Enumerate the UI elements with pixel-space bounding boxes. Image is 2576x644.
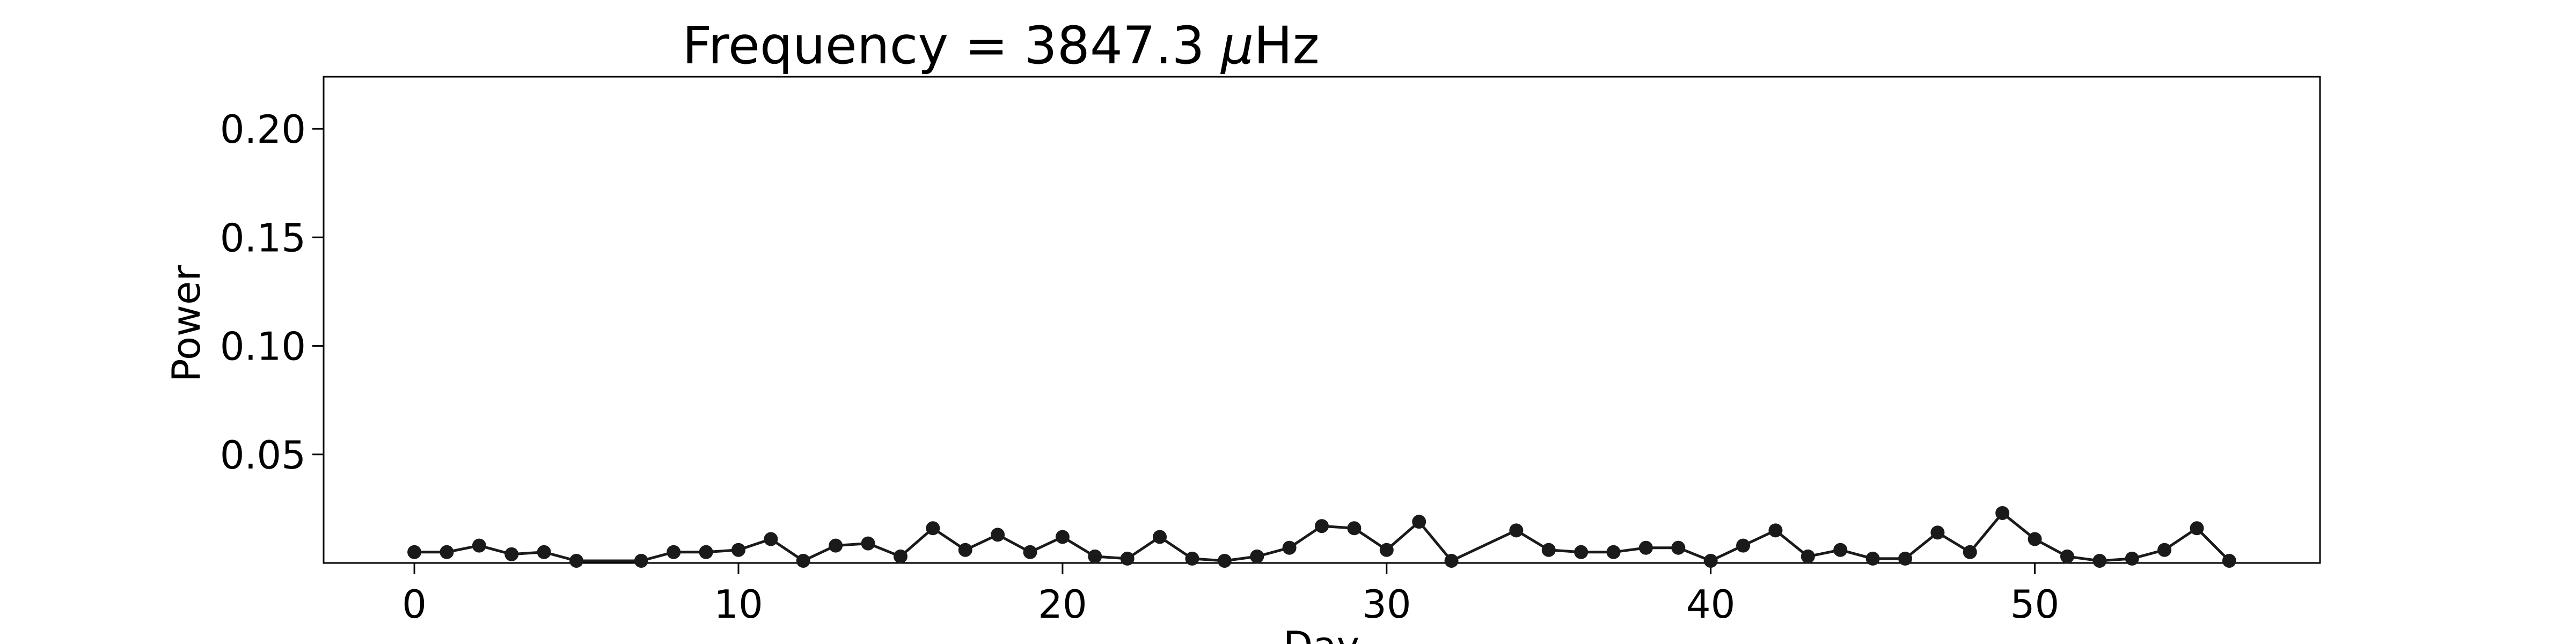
chart-title-suffix: Hz [1254,16,1320,76]
data-point [1995,506,2010,520]
data-point [1606,545,1621,559]
x-axis-label: Day [1283,623,1359,644]
data-point [829,538,843,553]
data-point [1801,549,1815,564]
data-point [991,528,1005,542]
y-axis-label: Power [164,265,209,382]
data-point [796,553,810,568]
data-point [1217,553,1232,568]
data-point [1185,551,1199,566]
data-point [764,532,778,546]
x-tick-label: 20 [1038,582,1087,627]
x-tick-label: 50 [2010,582,2060,627]
data-point [1638,540,1653,555]
data-point [958,543,972,557]
data-point [667,545,681,559]
data-point [2092,553,2107,568]
y-tick-label: 0.10 [220,324,306,369]
data-point [1120,551,1135,566]
data-point [1315,519,1329,533]
data-point [1541,543,1556,557]
data-point [2222,553,2236,568]
x-tick-label: 30 [1362,582,1411,627]
data-point [1088,549,1102,564]
data-point [699,545,713,559]
data-point [926,521,940,536]
data-point [1444,553,1459,568]
x-tick-label: 10 [714,582,763,627]
data-point [1509,523,1524,538]
data-point [1574,545,1589,559]
plot-area-frame [323,76,2321,564]
data-point [1379,543,1394,557]
data-point [1153,530,1167,544]
chart-title-mu: μ [1220,16,1254,76]
data-point [1865,551,1880,566]
series-layer [407,506,2236,568]
chart-title: Frequency = 3847.3 μHz [682,16,1319,76]
data-point [634,553,648,568]
data-point [1250,549,1264,564]
data-point [731,543,745,557]
data-point [893,549,908,564]
y-tick-label: 0.15 [220,215,306,260]
y-axis: 0.05 0.10 0.15 0.20 [220,107,324,478]
y-tick-label: 0.20 [220,107,306,152]
data-point [407,545,422,559]
x-tick-label: 0 [402,582,427,627]
data-point [1671,540,1686,555]
data-point [2125,551,2139,566]
data-point [1055,530,1070,544]
data-point [1282,540,1297,555]
data-point [2060,549,2074,564]
data-point [1703,553,1718,568]
chart-title-prefix: Frequency = 3847.3 [682,16,1221,76]
data-point [1023,545,1037,559]
x-axis: 0 10 20 30 40 50 [402,563,2059,627]
data-point [2028,532,2042,546]
data-point [1412,515,1426,529]
data-point [537,545,551,559]
data-point [1930,525,1945,540]
data-point [1898,551,1913,566]
data-point [472,538,486,553]
data-point [440,545,454,559]
data-point [2157,543,2172,557]
data-point [2190,521,2204,536]
data-point [1833,543,1848,557]
data-point [1736,538,1751,553]
data-point [569,553,584,568]
data-point [1347,521,1362,536]
data-point [861,536,875,551]
data-point [1768,523,1783,538]
data-point [1963,545,1977,559]
y-tick-label: 0.05 [220,433,306,478]
x-tick-label: 40 [1686,582,1736,627]
data-point [504,547,519,561]
